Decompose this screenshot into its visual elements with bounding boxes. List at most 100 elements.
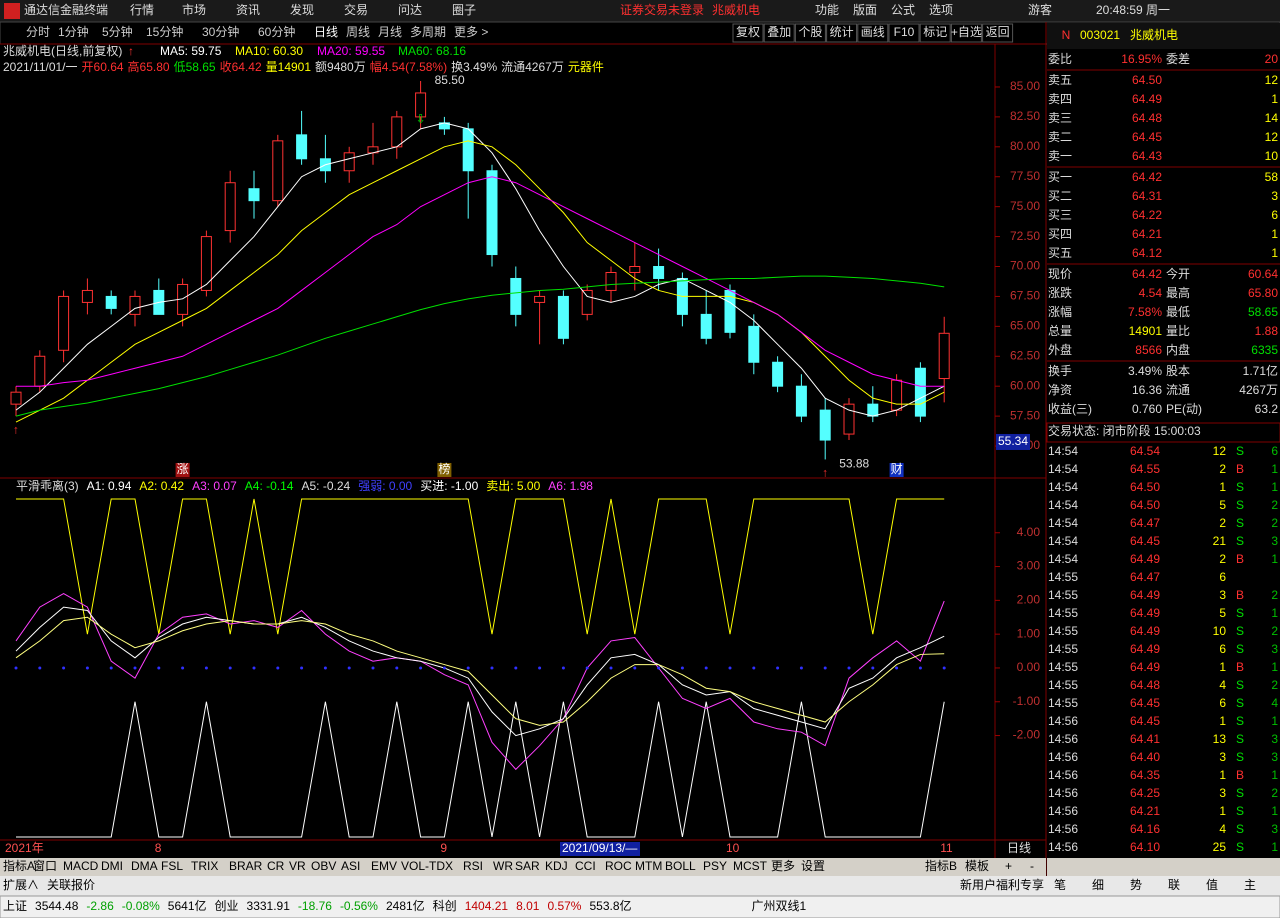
indicator-tab[interactable]: 更多 <box>771 859 795 873</box>
indicator-tab[interactable]: VR <box>289 859 306 873</box>
indicator-tab[interactable]: CCI <box>575 859 596 873</box>
legend-item: MA60: 68.16 <box>398 44 466 58</box>
fund-value: 4267万 <box>1239 383 1278 397</box>
period-tab[interactable]: 更多 > <box>454 25 488 39</box>
menu-item[interactable]: 公式 <box>891 3 915 17</box>
menu-item[interactable]: 圈子 <box>452 3 476 17</box>
indicator-tab[interactable]: 设置 <box>801 859 825 873</box>
period-tab[interactable]: 15分钟 <box>146 24 183 39</box>
status-item: 0.57% <box>547 899 581 913</box>
menu-item[interactable]: 问达 <box>398 3 422 17</box>
zero-dot <box>657 666 661 670</box>
tick-volume: 5 <box>1219 498 1226 512</box>
panel-tab[interactable]: 笔 <box>1054 877 1066 892</box>
tool-button[interactable] <box>919 23 951 43</box>
indicator-tab[interactable]: FSL <box>161 859 183 873</box>
stat-label: 涨幅 <box>1048 304 1072 319</box>
period-tab[interactable]: 周线 <box>346 25 370 39</box>
tool-button-label[interactable]: 标记 <box>923 25 947 39</box>
period-tab[interactable]: 日线 <box>314 25 338 39</box>
indicator-tab[interactable]: + <box>1005 859 1012 873</box>
period-tab[interactable]: 60分钟 <box>258 24 295 39</box>
tool-button-label[interactable]: 复权 <box>736 25 760 39</box>
period-tab[interactable]: 分时 <box>26 25 50 39</box>
indicator-tab[interactable]: EMV <box>371 859 397 873</box>
tool-button[interactable] <box>826 23 858 43</box>
candle-body <box>772 361 784 387</box>
zero-dot <box>371 666 375 670</box>
period-tab[interactable]: 多周期 <box>410 25 446 39</box>
tool-button[interactable] <box>857 23 889 43</box>
tool-button-label[interactable]: 个股 <box>798 25 822 39</box>
panel-tab[interactable]: 值 <box>1206 877 1218 892</box>
indicator-tab[interactable]: BRAR <box>229 859 263 873</box>
indicator-title: 平滑乖离(3) <box>16 478 79 493</box>
tool-button-label[interactable]: 统计 <box>830 25 854 39</box>
tool-button[interactable] <box>763 23 795 43</box>
menu-item[interactable]: 发现 <box>290 2 314 17</box>
indicator-tab[interactable]: MTM <box>635 859 662 873</box>
info-item: 2021/11/01/一 <box>3 60 78 74</box>
menu-stock: 兆威机电 <box>712 3 760 17</box>
period-tab[interactable]: 5分钟 <box>102 24 133 39</box>
menu-item[interactable]: 版面 <box>853 3 877 17</box>
period-tab[interactable]: 1分钟 <box>58 24 89 39</box>
indicator-tab[interactable]: SAR <box>515 859 540 873</box>
tool-button-label[interactable]: 返回 <box>986 25 1010 39</box>
tool-button-label[interactable]: +自选 <box>951 25 982 39</box>
bottom-tab[interactable]: 关联报价 <box>47 877 95 892</box>
tick-time: 14:55 <box>1048 588 1078 602</box>
tool-button-label[interactable]: 叠加 <box>767 25 791 39</box>
panel-tab[interactable]: 细 <box>1092 878 1104 892</box>
indicator-tab[interactable]: 指标B <box>925 858 957 873</box>
indicator-tab[interactable]: 窗口 <box>33 859 57 873</box>
indicator-tab[interactable]: ASI <box>341 859 360 873</box>
indicator-tab[interactable]: TRIX <box>191 859 218 873</box>
menu-item[interactable]: 行情 <box>130 3 154 17</box>
promo[interactable]: 新用户福利专享 <box>960 877 1044 892</box>
period-tab[interactable]: 30分钟 <box>202 24 239 39</box>
flag: N <box>1062 28 1071 42</box>
indicator-tab[interactable]: MACD <box>63 859 99 873</box>
indicator-tab[interactable]: ROC <box>605 859 632 873</box>
signal-arrow: ↑ <box>822 466 828 480</box>
tool-button[interactable] <box>950 23 982 43</box>
candle-body <box>462 128 474 172</box>
fund-label: 流通 <box>1166 383 1190 397</box>
tick-side: S <box>1236 606 1244 620</box>
indicator-tab[interactable]: RSI <box>463 859 483 873</box>
indicator-tab[interactable]: VOL-TDX <box>401 859 453 873</box>
tool-button[interactable] <box>982 23 1014 43</box>
tool-button-label[interactable]: 画线 <box>861 25 885 39</box>
menu-item[interactable]: 市场 <box>182 2 206 17</box>
indicator-tab[interactable]: 指标A <box>3 858 35 873</box>
event-tag <box>175 463 190 477</box>
menu-item[interactable]: 交易 <box>344 2 368 17</box>
menu-item[interactable]: 功能 <box>815 3 839 17</box>
stock-name: 兆威机电 <box>1130 28 1178 42</box>
tick-volume: 10 <box>1213 624 1227 638</box>
tool-button[interactable] <box>732 23 764 43</box>
legend-item: A3: 0.07 <box>192 479 237 493</box>
indicator-tab[interactable]: WR <box>493 859 513 873</box>
indicator-tab[interactable]: KDJ <box>545 859 568 873</box>
indicator-tab[interactable]: CR <box>267 859 285 873</box>
indicator-tab[interactable]: PSY <box>703 859 727 873</box>
indicator-tab[interactable]: 模板 <box>965 859 989 873</box>
period-tab[interactable]: 月线 <box>378 25 402 39</box>
panel-tab[interactable]: 联 <box>1168 878 1180 892</box>
panel-tab[interactable]: 势 <box>1130 878 1142 892</box>
tool-button-label[interactable]: F10 <box>894 25 915 39</box>
tool-button[interactable] <box>794 23 826 43</box>
panel-tab[interactable]: 主 <box>1244 878 1256 892</box>
menu-item[interactable]: 选项 <box>929 3 953 17</box>
indicator-tab[interactable]: OBV <box>311 859 336 873</box>
tool-button[interactable] <box>888 23 920 43</box>
menu-item[interactable]: 资讯 <box>236 3 260 17</box>
indicator-tab[interactable]: MCST <box>733 859 768 873</box>
indicator-tab[interactable]: - <box>1030 859 1034 873</box>
indicator-tab[interactable]: DMA <box>131 859 158 873</box>
indicator-tab[interactable]: BOLL <box>665 859 696 873</box>
indicator-tab[interactable]: DMI <box>101 859 123 873</box>
bottom-tab[interactable]: 扩展∧ <box>3 878 39 892</box>
